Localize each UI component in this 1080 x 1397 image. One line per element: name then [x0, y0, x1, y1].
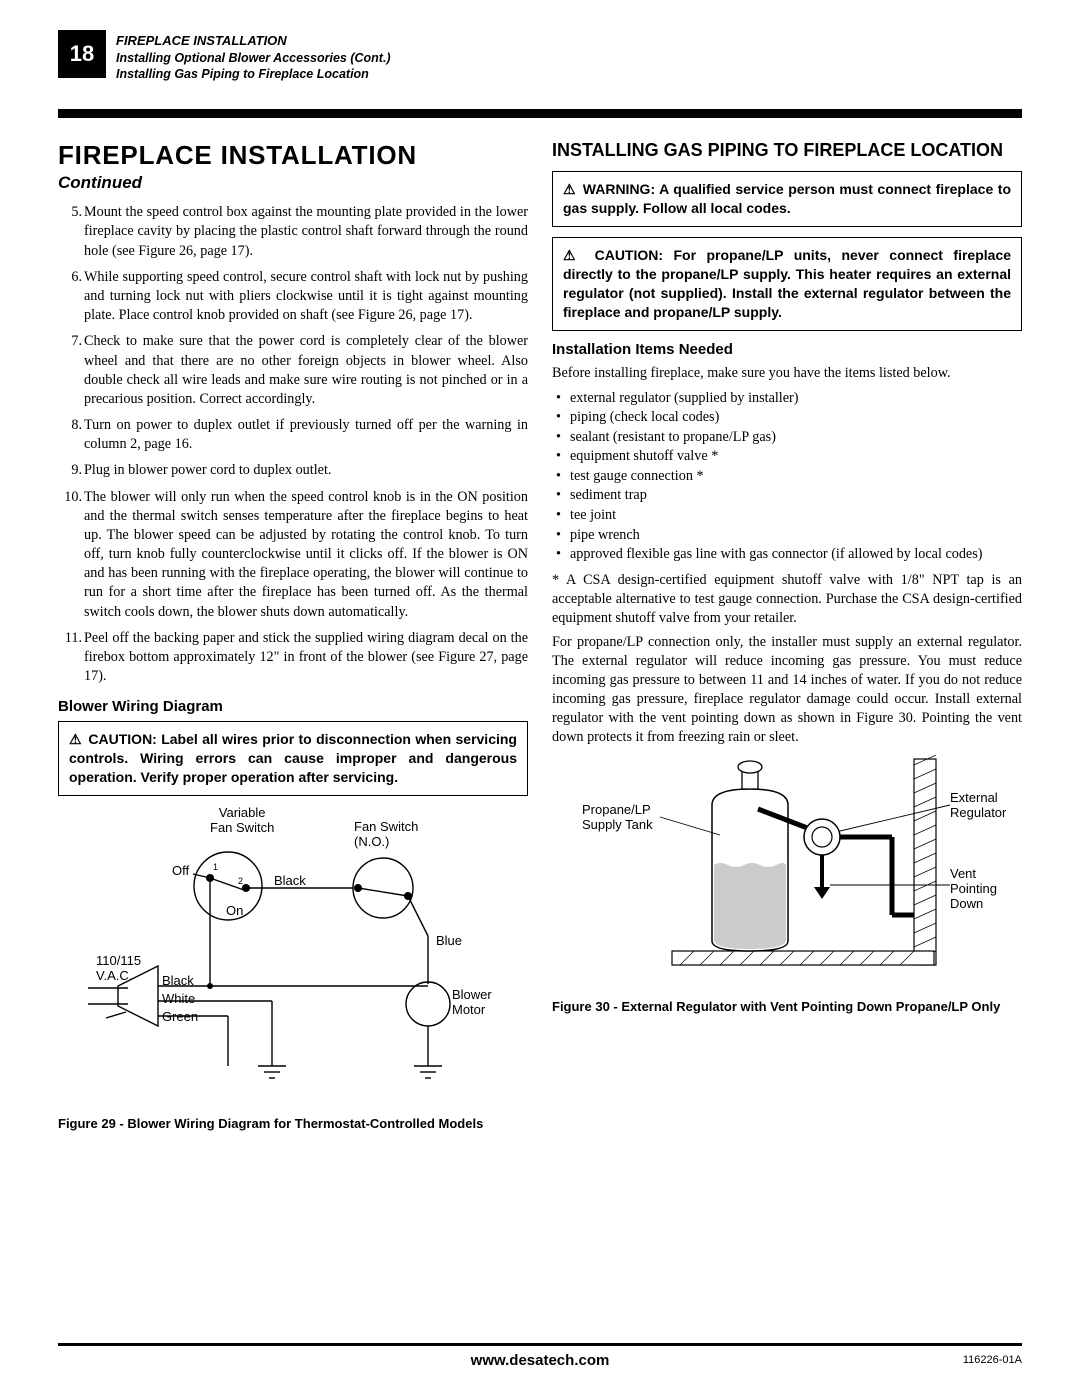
- step-text: Turn on power to duplex outlet if previo…: [84, 417, 528, 452]
- step-11: 11.Peel off the backing paper and stick …: [84, 629, 528, 687]
- label-ext-reg: External Regulator: [950, 791, 1006, 821]
- continued-label: Continued: [58, 173, 528, 193]
- label-tank: Propane/LP Supply Tank: [582, 803, 653, 833]
- section-title: FIREPLACE INSTALLATION: [58, 140, 528, 171]
- items-heading: Installation Items Needed: [552, 341, 1022, 358]
- step-text: Mount the speed control box against the …: [84, 204, 528, 258]
- label-black2: Black: [162, 974, 194, 989]
- items-intro: Before installing fireplace, make sure y…: [552, 364, 1022, 383]
- step-6: 6.While supporting speed control, secure…: [84, 268, 528, 326]
- step-text: Check to make sure that the power cord i…: [84, 333, 528, 407]
- item-3: equipment shutoff valve *: [570, 447, 1022, 467]
- items-list: external regulator (supplied by installe…: [552, 389, 1022, 565]
- warning-box: ⚠ WARNING: A qualified service person mu…: [552, 171, 1022, 227]
- warning-icon: ⚠: [69, 731, 82, 747]
- warning-icon: ⚠: [563, 247, 582, 263]
- label-n1: 1: [213, 862, 218, 872]
- item-7: pipe wrench: [570, 526, 1022, 546]
- caution-propane-text: CAUTION: For propane/LP units, never con…: [563, 247, 1011, 320]
- step-text: The blower will only run when the speed …: [84, 489, 528, 620]
- footer-url: www.desatech.com: [471, 1352, 610, 1369]
- step-text: Plug in blower power cord to duplex outl…: [84, 462, 331, 478]
- label-white: White: [162, 992, 195, 1007]
- label-n2: 2: [238, 876, 243, 886]
- step-9: 9.Plug in blower power cord to duplex ou…: [84, 461, 528, 480]
- caution-blower-text: CAUTION: Label all wires prior to discon…: [69, 731, 517, 785]
- label-vent: Vent Pointing Down: [950, 867, 997, 912]
- rule-divider: [58, 109, 1022, 118]
- columns: FIREPLACE INSTALLATION Continued 5.Mount…: [58, 140, 1022, 1133]
- item-0: external regulator (supplied by installe…: [570, 389, 1022, 409]
- warning-icon: ⚠: [563, 181, 576, 197]
- item-8: approved flexible gas line with gas conn…: [570, 545, 1022, 565]
- propane-paragraph: For propane/LP connection only, the inst…: [552, 633, 1022, 746]
- label-green: Green: [162, 1010, 198, 1025]
- label-variable: Variable Fan Switch: [210, 806, 274, 836]
- footer: www.desatech.com 116226-01A: [58, 1343, 1022, 1369]
- step-7: 7.Check to make sure that the power cord…: [84, 332, 528, 409]
- item-6: tee joint: [570, 506, 1022, 526]
- figure-30: Propane/LP Supply Tank External Regulato…: [552, 755, 1022, 995]
- label-black1: Black: [274, 874, 306, 889]
- blower-heading: Blower Wiring Diagram: [58, 698, 528, 715]
- label-fan-switch: Fan Switch (N.O.): [354, 820, 418, 850]
- step-10: 10.The blower will only run when the spe…: [84, 488, 528, 622]
- label-vac: 110/115 V.A.C.: [96, 954, 141, 984]
- step-8: 8.Turn on power to duplex outlet if prev…: [84, 416, 528, 454]
- step-5: 5.Mount the speed control box against th…: [84, 203, 528, 261]
- caution-propane-box: ⚠ CAUTION: For propane/LP units, never c…: [552, 237, 1022, 331]
- footer-doc-number: 116226-01A: [963, 1354, 1022, 1366]
- warning-text: WARNING: A qualified service person must…: [563, 181, 1011, 216]
- label-on: On: [226, 904, 243, 919]
- label-blower-motor: Blower Motor: [452, 988, 492, 1018]
- running-head: FIREPLACE INSTALLATION Installing Option…: [116, 30, 391, 83]
- item-4: test gauge connection *: [570, 467, 1022, 487]
- running-head-row: 18 FIREPLACE INSTALLATION Installing Opt…: [58, 30, 1022, 83]
- right-column: INSTALLING GAS PIPING TO FIREPLACE LOCAT…: [552, 140, 1022, 1133]
- right-heading: INSTALLING GAS PIPING TO FIREPLACE LOCAT…: [552, 140, 1022, 161]
- running-head-sub2: Installing Gas Piping to Fireplace Locat…: [116, 66, 391, 83]
- page-number-box: 18: [58, 30, 106, 78]
- item-2: sealant (resistant to propane/LP gas): [570, 428, 1022, 448]
- items-note: * A CSA design-certified equipment shuto…: [552, 571, 1022, 628]
- caution-blower-box: ⚠ CAUTION: Label all wires prior to disc…: [58, 721, 528, 796]
- figure-29-caption: Figure 29 - Blower Wiring Diagram for Th…: [58, 1116, 528, 1133]
- figure-29: Variable Fan Switch Fan Switch (N.O.) Of…: [58, 806, 528, 1106]
- steps-list: 5.Mount the speed control box against th…: [58, 203, 528, 686]
- item-5: sediment trap: [570, 486, 1022, 506]
- left-column: FIREPLACE INSTALLATION Continued 5.Mount…: [58, 140, 528, 1133]
- label-blue: Blue: [436, 934, 462, 949]
- label-off: Off: [172, 864, 189, 879]
- item-1: piping (check local codes): [570, 408, 1022, 428]
- step-text: Peel off the backing paper and stick the…: [84, 630, 528, 684]
- running-head-sub1: Installing Optional Blower Accessories (…: [116, 50, 391, 67]
- step-text: While supporting speed control, secure c…: [84, 269, 528, 323]
- running-head-title: FIREPLACE INSTALLATION: [116, 32, 391, 50]
- figure-30-caption: Figure 30 - External Regulator with Vent…: [552, 999, 1022, 1016]
